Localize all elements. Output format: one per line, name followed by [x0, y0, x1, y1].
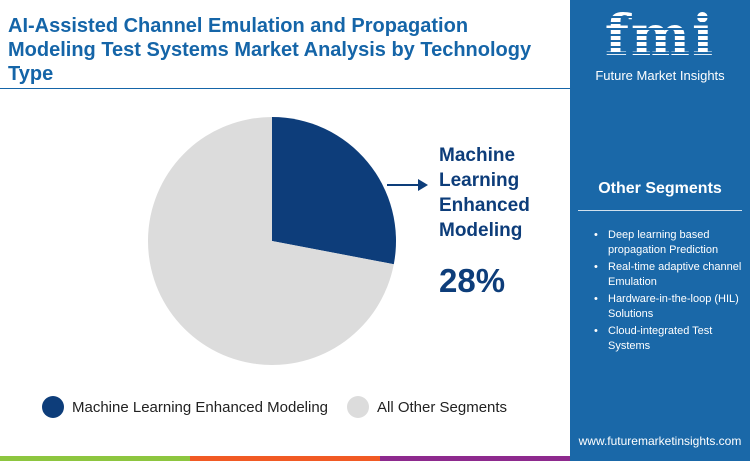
pie-slice: [272, 117, 396, 265]
pie-chart: [148, 117, 428, 366]
divider: [0, 88, 570, 89]
sidebar: fmi Future Market Insights Other Segments…: [570, 0, 750, 461]
legend-swatch: [347, 396, 369, 418]
other-segments-heading: Other Segments: [598, 180, 722, 197]
legend-item: Machine Learning Enhanced Modeling: [42, 396, 328, 418]
footer-bar-purple: [380, 456, 570, 461]
divider: [578, 210, 742, 211]
fmi-logo: fmi Future Market Insights: [570, 6, 750, 83]
segment-list: Deep learning based propagation Predicti…: [592, 228, 748, 356]
list-item: Cloud-integrated Test Systems: [592, 324, 748, 354]
legend-label: Machine Learning Enhanced Modeling: [72, 398, 329, 416]
chart-title: AI-Assisted Channel Emulation and Propag…: [8, 15, 532, 85]
footer-bar-orange: [190, 456, 380, 461]
callout-value: 28%: [439, 262, 506, 299]
callout-label: Machine Learning Enhanced Modeling: [439, 145, 530, 241]
list-item: Hardware-in-the-loop (HIL) Solutions: [592, 292, 748, 322]
legend-item: All Other Segments: [347, 396, 507, 418]
list-item: Deep learning based propagation Predicti…: [592, 228, 748, 258]
legend-label: All Other Segments: [377, 398, 508, 416]
callout-arrow-icon: [418, 179, 428, 191]
list-item: Real-time adaptive channel Emulation: [592, 260, 748, 290]
legend-swatch: [42, 396, 64, 418]
website-link[interactable]: www.futuremarketinsights.com: [578, 434, 742, 448]
footer-bar-green: [0, 456, 190, 461]
pie-slice: [148, 117, 394, 366]
